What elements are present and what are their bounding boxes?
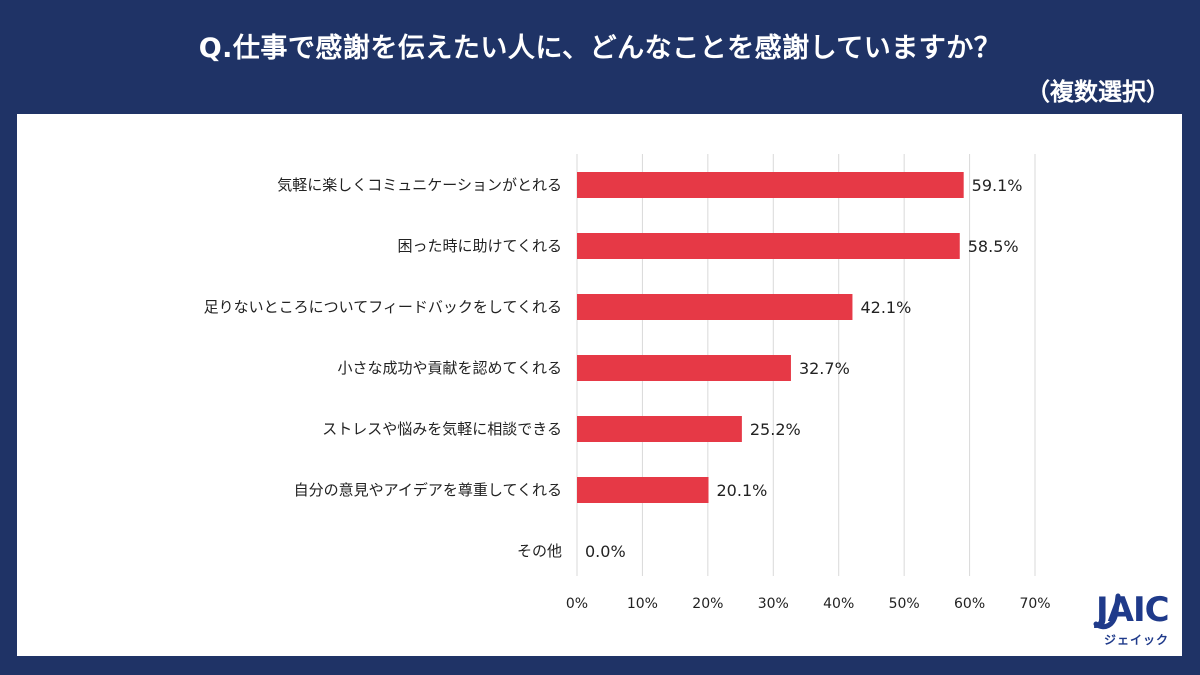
bar: [577, 355, 791, 381]
logo-kana: ジェイック: [1104, 633, 1170, 647]
chart-subtitle: （複数選択）: [1026, 78, 1170, 106]
x-tick-label: 70%: [1019, 596, 1050, 612]
x-tick-label: 60%: [954, 596, 985, 612]
data-label: 20.1%: [717, 481, 768, 500]
data-label: 25.2%: [750, 420, 801, 439]
data-label: 0.0%: [585, 542, 626, 561]
bar: [577, 416, 742, 442]
x-tick-label: 40%: [823, 596, 854, 612]
data-label: 59.1%: [972, 176, 1023, 195]
category-label: その他: [517, 542, 562, 560]
bar-chart: 0% 10% 20% 30% 40% 50% 60% 70% 気軽に楽しくコミュニケーションがと…: [204, 154, 1051, 612]
jaic-logo: JAIC ジェイック: [1090, 590, 1180, 654]
x-tick-label: 20%: [692, 596, 723, 612]
chart-panel: 0% 10% 20% 30% 40% 50% 60% 70% 気軽に楽しくコミュニケーションがと…: [17, 114, 1182, 656]
data-label: 32.7%: [799, 359, 850, 378]
logo-text: JAIC: [1096, 590, 1170, 630]
bar: [577, 294, 853, 320]
x-tick-label: 30%: [758, 596, 789, 612]
logo-swoosh-icon: [1093, 593, 1121, 630]
data-label: 58.5%: [968, 237, 1019, 256]
category-label: 足りないところについてフィードバックをしてくれる: [204, 298, 562, 316]
category-label: 気軽に楽しくコミュニケーションがとれる: [277, 176, 562, 194]
bar: [577, 477, 709, 503]
chart-title: Q.仕事で感謝を伝えたい人に、どんなことを感謝していますか？: [198, 33, 1002, 64]
category-label: 自分の意見やアイデアを尊重してくれる: [294, 481, 562, 499]
data-label: 42.1%: [860, 298, 911, 317]
x-tick-label: 50%: [889, 596, 920, 612]
category-label: ストレスや悩みを気軽に相談できる: [322, 420, 562, 438]
bar: [577, 172, 964, 198]
category-label: 小さな成功や貢献を認めてくれる: [337, 359, 562, 377]
bar: [577, 233, 960, 259]
x-tick-label: 0%: [566, 596, 588, 612]
category-label: 困った時に助けてくれる: [397, 237, 562, 255]
x-tick-label: 10%: [627, 596, 658, 612]
